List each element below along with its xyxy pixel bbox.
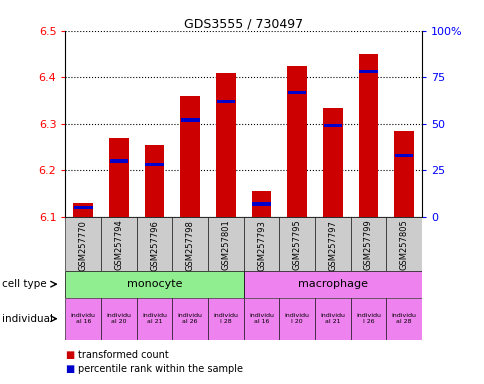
Text: GSM257801: GSM257801 [221, 220, 230, 270]
Text: GSM257805: GSM257805 [399, 220, 408, 270]
Bar [394, 154, 412, 157]
Bar [358, 54, 378, 217]
Bar [251, 191, 271, 217]
FancyBboxPatch shape [385, 298, 421, 340]
Text: monocyte: monocyte [127, 279, 182, 289]
Text: individu
al 21: individu al 21 [319, 313, 345, 324]
FancyBboxPatch shape [279, 298, 314, 340]
Text: individu
al 20: individu al 20 [106, 313, 131, 324]
Text: GSM257770: GSM257770 [78, 220, 88, 270]
FancyBboxPatch shape [350, 298, 385, 340]
Text: individu
al 16: individu al 16 [248, 313, 273, 324]
FancyBboxPatch shape [208, 298, 243, 340]
Text: GDS3555 / 730497: GDS3555 / 730497 [184, 17, 302, 30]
FancyBboxPatch shape [65, 298, 101, 340]
Text: cell type: cell type [2, 279, 47, 289]
Bar [180, 96, 199, 217]
FancyBboxPatch shape [350, 217, 385, 271]
Text: GSM257794: GSM257794 [114, 220, 123, 270]
FancyBboxPatch shape [172, 298, 208, 340]
FancyBboxPatch shape [385, 217, 421, 271]
Text: GSM257799: GSM257799 [363, 220, 372, 270]
FancyBboxPatch shape [101, 298, 136, 340]
Text: individu
al 28: individu al 28 [391, 313, 416, 324]
Text: GSM257798: GSM257798 [185, 220, 195, 270]
Text: GSM257797: GSM257797 [328, 220, 337, 270]
Text: macrophage: macrophage [297, 279, 367, 289]
FancyBboxPatch shape [101, 217, 136, 271]
Bar [109, 138, 128, 217]
Text: individual: individual [2, 314, 53, 324]
Bar [323, 124, 341, 127]
FancyBboxPatch shape [136, 217, 172, 271]
Text: individu
l 26: individu l 26 [355, 313, 380, 324]
Text: individu
al 16: individu al 16 [71, 313, 96, 324]
Text: transformed count: transformed count [77, 350, 168, 360]
FancyBboxPatch shape [208, 217, 243, 271]
FancyBboxPatch shape [65, 217, 101, 271]
Text: GSM257793: GSM257793 [257, 220, 266, 270]
Text: GSM257796: GSM257796 [150, 220, 159, 270]
Bar [145, 163, 164, 166]
Bar [359, 70, 377, 73]
Text: individu
l 20: individu l 20 [284, 313, 309, 324]
Bar [181, 119, 199, 122]
FancyBboxPatch shape [314, 217, 350, 271]
FancyBboxPatch shape [314, 298, 350, 340]
Bar [216, 73, 235, 217]
Bar [109, 159, 128, 163]
Bar [216, 100, 235, 103]
Text: ■: ■ [65, 350, 75, 360]
Text: individu
al 21: individu al 21 [142, 313, 167, 324]
Bar [145, 145, 164, 217]
FancyBboxPatch shape [279, 217, 314, 271]
Bar [252, 202, 270, 205]
Text: individu
l 28: individu l 28 [213, 313, 238, 324]
Bar [393, 131, 413, 217]
Bar [74, 203, 93, 217]
Bar [74, 206, 92, 209]
Text: ■: ■ [65, 364, 75, 374]
Text: individu
al 26: individu al 26 [177, 313, 202, 324]
FancyBboxPatch shape [172, 217, 208, 271]
Bar [322, 108, 342, 217]
FancyBboxPatch shape [65, 271, 243, 298]
Bar [287, 66, 306, 217]
Bar [287, 91, 306, 94]
FancyBboxPatch shape [243, 217, 279, 271]
Text: GSM257795: GSM257795 [292, 220, 301, 270]
FancyBboxPatch shape [243, 271, 421, 298]
FancyBboxPatch shape [136, 298, 172, 340]
FancyBboxPatch shape [243, 298, 279, 340]
Text: percentile rank within the sample: percentile rank within the sample [77, 364, 242, 374]
